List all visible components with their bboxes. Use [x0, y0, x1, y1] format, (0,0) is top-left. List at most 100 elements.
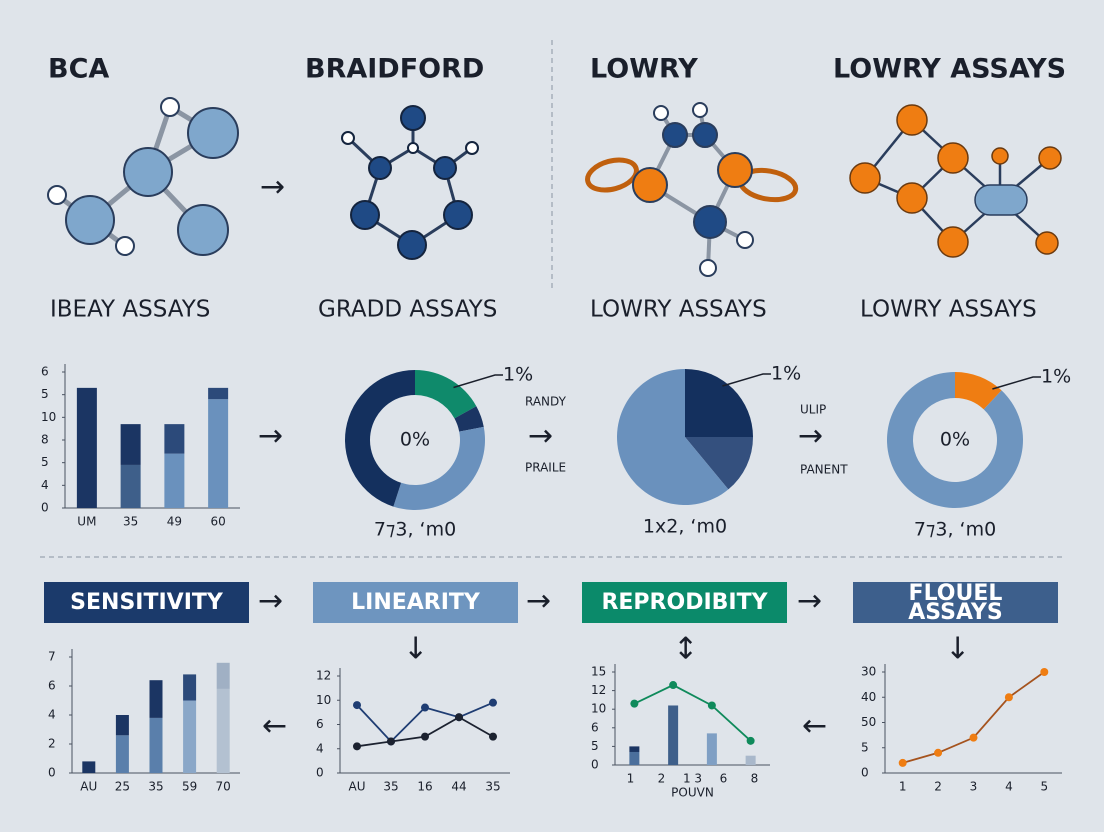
bar-segment	[120, 424, 141, 465]
subheading: LOWRY ASSAYS	[860, 297, 1037, 323]
subheadings: IBEAY ASSAYS GRADD ASSAYS LOWRY ASSAYS L…	[50, 297, 1037, 323]
point	[489, 698, 497, 707]
bar-segment	[706, 733, 717, 765]
x-tick-label: 4	[1005, 780, 1013, 794]
line	[356, 716, 494, 748]
bar-segment	[629, 751, 640, 765]
y-tick-label: 5	[861, 740, 869, 754]
bar-segment	[216, 662, 230, 689]
segment	[886, 372, 1023, 508]
y-tick-label: 6	[41, 365, 49, 379]
arrow: →	[797, 584, 822, 619]
bar-segment	[183, 700, 197, 773]
arrow: →	[526, 584, 551, 619]
subheading: IBEAY ASSAYS	[50, 297, 210, 323]
x-tick-label: 2	[934, 780, 942, 794]
bar-segment	[745, 755, 756, 765]
heading: BRAIDFORD	[305, 54, 484, 85]
leader-line	[453, 374, 503, 389]
y-tick-label: 50	[861, 715, 876, 729]
x-tick-label: 3	[970, 780, 978, 794]
point	[746, 736, 755, 745]
point	[630, 699, 639, 708]
point	[421, 732, 429, 741]
subheading: GRADD ASSAYS	[318, 297, 497, 323]
x-tick-label: 6	[720, 772, 728, 786]
callout: 1%	[771, 363, 801, 385]
line	[902, 671, 1045, 764]
segment	[345, 370, 415, 507]
y-tick-label: 4	[41, 478, 49, 492]
y-tick-label: 10	[591, 702, 606, 716]
leader-line	[722, 373, 771, 387]
center-label: 0%	[400, 429, 430, 451]
stage-box: REPRODIBITY	[582, 582, 787, 623]
y-tick-label: 10	[41, 410, 56, 424]
x-tick-label: 59	[182, 780, 197, 794]
arrow: →	[258, 419, 283, 454]
bar-segment	[668, 705, 679, 765]
x-tick-label: AU	[349, 780, 366, 794]
point	[353, 742, 361, 751]
point	[489, 732, 497, 741]
bar-segment	[120, 464, 141, 508]
point	[898, 758, 907, 767]
stage-label: LINEARITY	[351, 590, 480, 615]
stage-box: LINEARITY	[313, 582, 518, 623]
y-tick-label: 12	[591, 683, 606, 697]
arrow: →	[528, 419, 553, 454]
y-tick-label: 7	[48, 650, 56, 664]
heading: LOWRY	[590, 54, 698, 85]
y-tick-label: 6	[48, 679, 56, 693]
atoms	[341, 105, 479, 260]
y-tick-label: 5	[41, 455, 49, 469]
y-tick-label: 30	[861, 665, 876, 679]
segment	[393, 426, 485, 511]
connector-text: RANDY	[525, 395, 567, 409]
arrow: →	[260, 170, 285, 205]
point	[707, 701, 716, 710]
x-tick-label: 49	[167, 515, 182, 529]
arrow: ←	[262, 709, 287, 744]
callout: 1%	[503, 364, 533, 386]
y-tick-label: 5	[591, 739, 599, 753]
bar-segment	[208, 399, 229, 508]
x-tick-label: 2	[658, 772, 666, 786]
segment	[454, 406, 484, 432]
x-tick-label: 44	[451, 780, 466, 794]
segment	[685, 369, 753, 437]
y-tick-label: 15	[591, 665, 606, 679]
x-tick-label: UM	[77, 515, 96, 529]
point	[387, 737, 395, 746]
y-tick-label: 0	[41, 501, 49, 515]
connector-text: ULIP	[800, 403, 826, 417]
y-tick-label: 4	[316, 741, 324, 755]
x-tick-label: 35	[485, 780, 500, 794]
bar-segment	[208, 387, 229, 400]
segment	[616, 369, 729, 505]
arrow: ↕	[673, 632, 698, 667]
y-tick-label: 40	[861, 690, 876, 704]
x-tick-label: 25	[115, 780, 130, 794]
y-tick-label: 0	[861, 766, 869, 780]
y-tick-label: 8	[41, 433, 49, 447]
arrow: ←	[802, 709, 827, 744]
y-tick-label: 6	[591, 720, 599, 734]
y-tick-label: 0	[48, 766, 56, 780]
x-tick-label: 8	[751, 772, 759, 786]
y-tick-label: 10	[316, 693, 331, 707]
bar-segment	[82, 761, 96, 773]
bar-segment	[76, 387, 97, 508]
x-tick-label: 60	[210, 515, 225, 529]
y-tick-label: 12	[316, 669, 331, 683]
point	[934, 748, 943, 757]
atoms	[849, 104, 1062, 258]
arrow: ↓	[403, 632, 428, 667]
x-tick-label: 16	[417, 780, 432, 794]
headings: BCA BRAIDFORD LOWRY LOWRY ASSAYS	[48, 54, 1066, 85]
stage-box: SENSITIVITY	[44, 582, 249, 623]
center-label: 0%	[940, 429, 970, 451]
caption: 7⁊3, ʻm0	[914, 519, 996, 541]
